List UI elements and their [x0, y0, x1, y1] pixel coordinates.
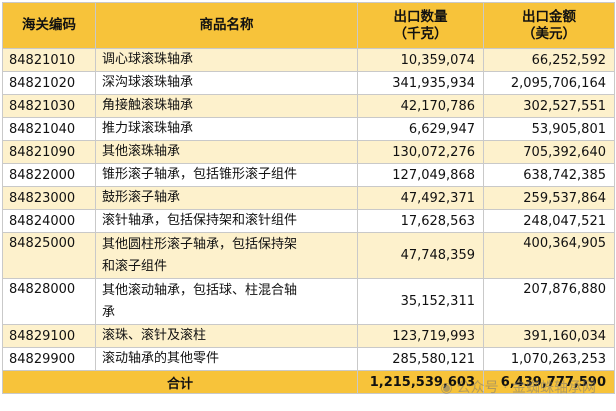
total-label: 合计: [2, 370, 358, 394]
header-amt-line2: （美元）: [522, 25, 576, 42]
cell-amt: 248,047,521: [483, 209, 615, 233]
cell-name: 锥形滚子轴承，包括锥形滚子组件: [95, 163, 358, 187]
cell-amt: 207,876,880: [483, 278, 615, 325]
total-row: 合计 1,215,539,603 6,439,777,590: [2, 370, 615, 394]
header-qty: 出口数量 （千克）: [357, 2, 484, 49]
wechat-icon: ◉: [440, 380, 453, 396]
table-row: 84824000 滚针轴承，包括保持架和滚针组件 17,628,563 248,…: [2, 209, 615, 233]
cell-qty: 17,628,563: [357, 209, 484, 233]
cell-name: 其他滚珠轴承: [95, 140, 358, 164]
header-amt: 出口金额 （美元）: [483, 2, 615, 49]
table-row: 84823000 鼓形滚子轴承 47,492,371 259,537,864: [2, 186, 615, 210]
table-row: 84829900 滚动轴承的其他零件 285,580,121 1,070,263…: [2, 347, 615, 371]
cell-amt: 2,095,706,164: [483, 71, 615, 95]
header-qty-line1: 出口数量: [393, 8, 448, 25]
cell-name: 调心球滚珠轴承: [95, 48, 358, 72]
cell-amt: 638,742,385: [483, 163, 615, 187]
cell-qty: 42,170,786: [357, 94, 484, 118]
cell-code: 84821020: [2, 71, 96, 95]
cell-code: 84825000: [2, 232, 96, 279]
total-amt: 6,439,777,590: [483, 370, 615, 394]
cell-qty: 10,359,074: [357, 48, 484, 72]
cell-name: 角接触滚珠轴承: [95, 94, 358, 118]
header-code: 海关编码: [2, 2, 96, 49]
cell-qty: 6,629,947: [357, 117, 484, 141]
cell-name: 滚珠、滚针及滚柱: [95, 324, 358, 348]
cell-qty: 47,492,371: [357, 186, 484, 210]
cell-amt: 259,537,864: [483, 186, 615, 210]
cell-code: 84829100: [2, 324, 96, 348]
cell-qty: 127,049,868: [357, 163, 484, 187]
cell-qty: 130,072,276: [357, 140, 484, 164]
cell-qty: 47,748,359: [357, 232, 484, 279]
cell-amt: 391,160,034: [483, 324, 615, 348]
cell-name-line1: 其他滚动轴承，包括球、柱混合轴: [102, 282, 298, 298]
table-row: 84828000 其他滚动轴承，包括球、柱混合轴 承 35,152,311 20…: [2, 278, 615, 325]
table-row: 84821020 深沟球滚珠轴承 341,935,934 2,095,706,1…: [2, 71, 615, 95]
header-row: 海关编码 商品名称 出口数量 （千克） 出口金额 （美元）: [2, 2, 615, 49]
cell-name: 其他圆柱形滚子轴承，包括保持架 和滚子组件: [95, 232, 358, 279]
cell-name: 其他滚动轴承，包括球、柱混合轴 承: [95, 278, 358, 325]
cell-code: 84822000: [2, 163, 96, 187]
total-qty: 1,215,539,603: [357, 370, 484, 394]
cell-amt: 400,364,905: [483, 232, 615, 279]
cell-name: 推力球滚珠轴承: [95, 117, 358, 141]
cell-qty: 285,580,121: [357, 347, 484, 371]
header-qty-line2: （千克）: [393, 25, 448, 42]
cell-code: 84821040: [2, 117, 96, 141]
cell-code: 84821030: [2, 94, 96, 118]
table-row: 84821040 推力球滚珠轴承 6,629,947 53,905,801: [2, 117, 615, 141]
cell-code: 84829900: [2, 347, 96, 371]
watermark-text: 公众号 · 金蜘蛛轴承网: [456, 380, 596, 396]
cell-code: 84821010: [2, 48, 96, 72]
header-amt-line1: 出口金额: [522, 8, 576, 25]
cell-amt: 302,527,551: [483, 94, 615, 118]
table-row: 84821010 调心球滚珠轴承 10,359,074 66,252,592: [2, 48, 615, 72]
cell-amt: 1,070,263,253: [483, 347, 615, 371]
cell-qty: 341,935,934: [357, 71, 484, 95]
cell-name: 鼓形滚子轴承: [95, 186, 358, 210]
table-row: 84821090 其他滚珠轴承 130,072,276 705,392,640: [2, 140, 615, 164]
watermark: ◉ 公众号 · 金蜘蛛轴承网: [440, 377, 596, 397]
table-row: 84829100 滚珠、滚针及滚柱 123,719,993 391,160,03…: [2, 324, 615, 348]
cell-amt: 705,392,640: [483, 140, 615, 164]
export-table: 海关编码 商品名称 出口数量 （千克） 出口金额 （美元） 84821010 调…: [2, 2, 615, 394]
cell-name-line2: 和滚子组件: [102, 258, 168, 274]
cell-code: 84821090: [2, 140, 96, 164]
cell-name-line2: 承: [102, 304, 116, 320]
cell-qty: 35,152,311: [357, 278, 484, 325]
table-row: 84825000 其他圆柱形滚子轴承，包括保持架 和滚子组件 47,748,35…: [2, 232, 615, 279]
cell-code: 84828000: [2, 278, 96, 325]
table-row: 84821030 角接触滚珠轴承 42,170,786 302,527,551: [2, 94, 615, 118]
cell-amt: 66,252,592: [483, 48, 615, 72]
cell-code: 84824000: [2, 209, 96, 233]
cell-amt: 53,905,801: [483, 117, 615, 141]
cell-code: 84823000: [2, 186, 96, 210]
cell-name: 滚动轴承的其他零件: [95, 347, 358, 371]
cell-name: 深沟球滚珠轴承: [95, 71, 358, 95]
header-name: 商品名称: [95, 2, 358, 49]
cell-name: 滚针轴承，包括保持架和滚针组件: [95, 209, 358, 233]
cell-name-line1: 其他圆柱形滚子轴承，包括保持架: [102, 236, 298, 252]
table-row: 84822000 锥形滚子轴承，包括锥形滚子组件 127,049,868 638…: [2, 163, 615, 187]
cell-qty: 123,719,993: [357, 324, 484, 348]
